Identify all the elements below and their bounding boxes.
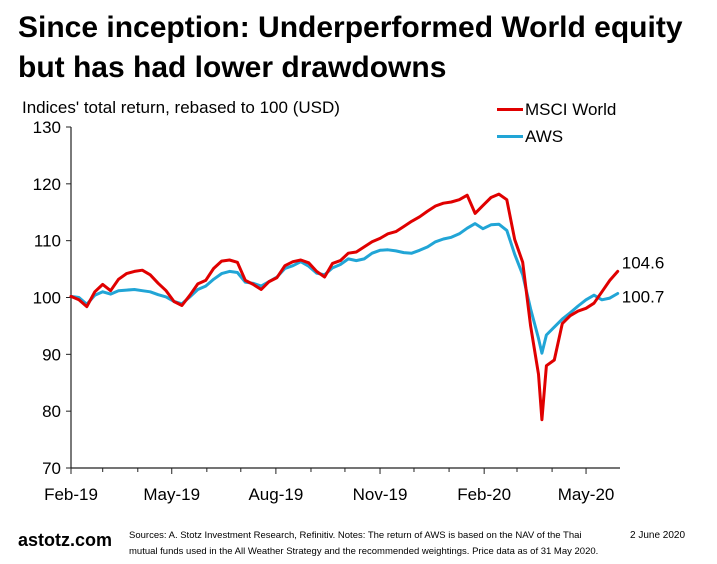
chart-title: Since inception: Underperformed World eq… [18,11,683,84]
legend-label-aws: AWS [525,126,564,146]
footer-brand: astotz.com [18,530,113,550]
chart-subtitle: Indices' total return, rebased to 100 (U… [22,98,340,117]
end-label-msci-world: 104.6 [622,253,665,272]
series-line-aws [69,222,620,355]
legend-label-msci-world: MSCI World [525,99,617,119]
end-label-aws: 100.7 [622,288,665,307]
footer-source-note: Sources: A. Stotz Investment Research, R… [129,530,599,557]
x-tick-label: May-20 [558,485,615,504]
y-tick-label: 130 [33,118,61,137]
x-tick-label: May-19 [143,485,200,504]
y-tick-label: 90 [42,345,61,364]
y-tick-label: 120 [33,175,61,194]
legend-swatch-aws [497,135,523,138]
y-tick-label: 100 [33,289,61,308]
x-tick-label: Feb-20 [457,485,511,504]
legend-swatch-msci-world [497,108,523,111]
x-tick-label: Nov-19 [353,485,408,504]
footer-date: 2 June 2020 [630,530,686,541]
y-tick-label: 80 [42,402,61,421]
x-tick-label: Feb-19 [44,485,98,504]
series-line-msci-world [69,192,620,422]
y-tick-label: 110 [34,232,61,251]
legend: MSCI World AWS [497,96,616,150]
legend-item-msci-world: MSCI World [497,96,616,123]
x-tick-label: Aug-19 [248,485,303,504]
y-tick-label: 70 [42,459,61,478]
legend-item-aws: AWS [497,123,616,150]
